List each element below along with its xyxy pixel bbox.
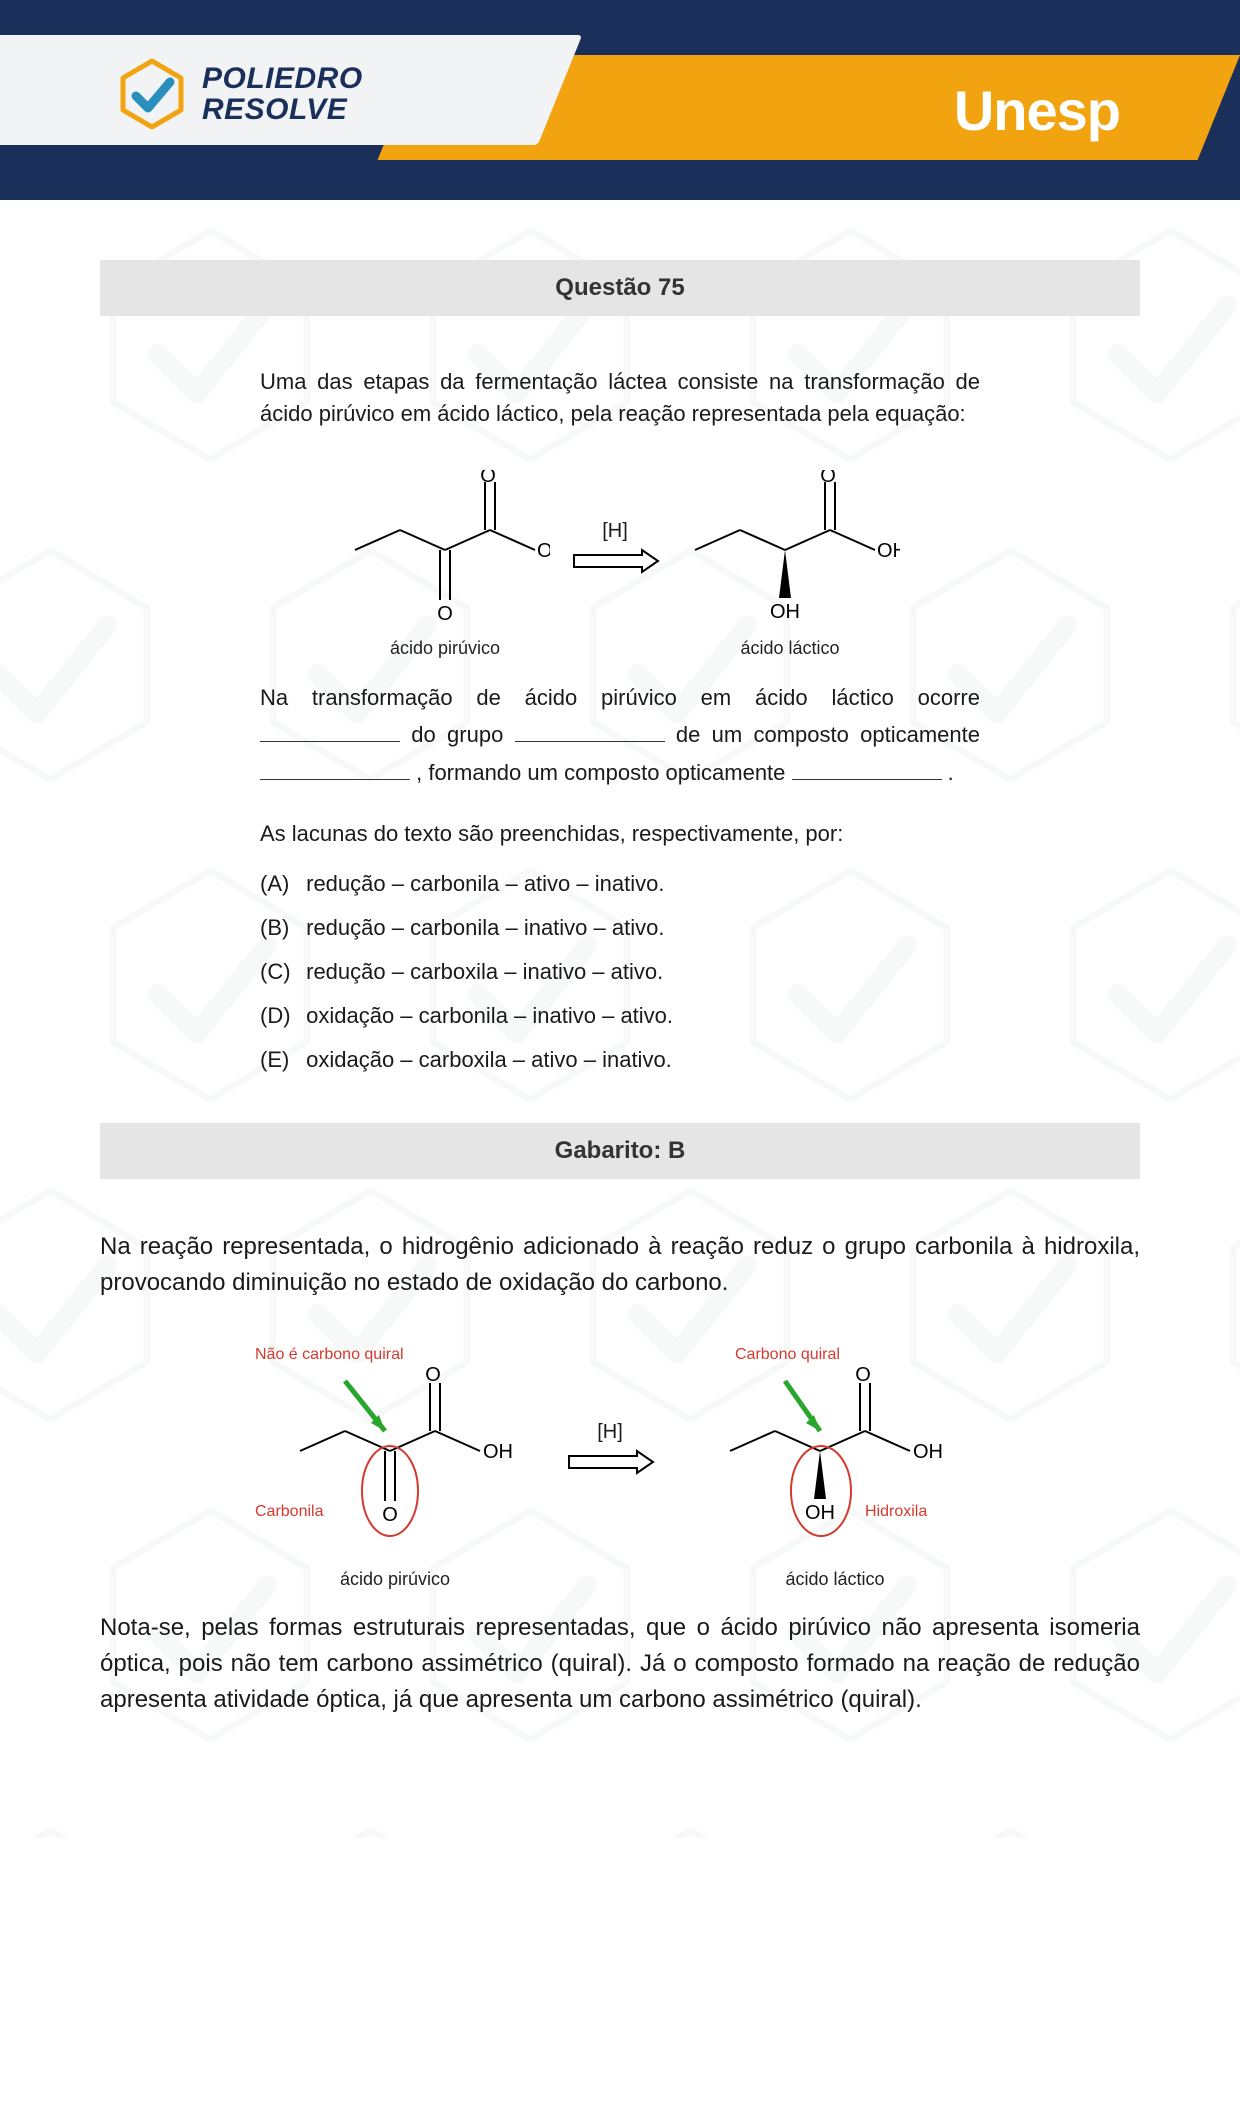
question-fill: Na transformação de ácido pirúvico em ác…: [260, 679, 980, 791]
svg-text:O: O: [382, 1504, 398, 1526]
mol-pyruvic-1-label: ácido pirúvico: [340, 638, 550, 659]
option-c-letter: (C): [260, 959, 300, 985]
svg-text:O: O: [855, 1364, 871, 1386]
answer-title: Gabarito: B: [100, 1123, 1140, 1179]
blank-4: [792, 760, 942, 780]
option-a-text: redução – carbonila – ativo – inativo.: [306, 871, 664, 896]
svg-text:OH: OH: [877, 540, 900, 562]
ann-left-top: Não é carbono quiral: [255, 1346, 404, 1363]
svg-text:OH: OH: [913, 1441, 943, 1463]
options-list: (A) redução – carbonila – ativo – inativ…: [260, 871, 980, 1073]
reaction-arrow-1-label: [H]: [602, 520, 628, 543]
logo-hex-icon: [120, 58, 184, 130]
svg-text:O: O: [425, 1364, 441, 1386]
mol-pyruvic-1: O O OH ácido pirúvico: [340, 470, 550, 659]
question-title: Questão 75: [100, 260, 1140, 316]
blank-3: [260, 760, 410, 780]
page: // tiny generator for hex+check watermar…: [0, 200, 1240, 1838]
svg-text:OH: OH: [537, 540, 550, 562]
mol-lactic-1-label: ácido láctico: [680, 638, 900, 659]
ann-right-top: Carbono quiral: [735, 1346, 840, 1363]
svg-text:OH: OH: [483, 1441, 513, 1463]
option-d-text: oxidação – carbonila – inativo – ativo.: [306, 1003, 673, 1028]
option-c-text: redução – carboxila – inativo – ativo.: [306, 959, 663, 984]
brand-text: POLIEDRO RESOLVE: [202, 63, 363, 126]
answer-para2: Nota-se, pelas formas estruturais repres…: [100, 1610, 1140, 1718]
fill-seg4: , formando um composto opticamente: [410, 760, 792, 785]
option-b: (B) redução – carbonila – inativo – ativ…: [260, 915, 980, 941]
option-e-letter: (E): [260, 1047, 300, 1073]
exam-name: Unesp: [954, 78, 1120, 143]
option-e-text: oxidação – carboxila – ativo – inativo.: [306, 1047, 672, 1072]
svg-text:OH: OH: [770, 601, 800, 623]
ann-right-bottom: Hidroxila: [865, 1503, 927, 1520]
svg-text:O: O: [437, 603, 453, 625]
fill-seg1: Na transformação de ácido pirúvico em ác…: [260, 685, 980, 710]
option-d-letter: (D): [260, 1003, 300, 1029]
reaction-diagram-2: Não é carbono quiral: [170, 1341, 1070, 1590]
fill-seg2: do grupo: [400, 722, 515, 747]
option-d: (D) oxidação – carbonila – inativo – ati…: [260, 1003, 980, 1029]
reaction-diagram-1: O O OH ácido pirúvico [H]: [260, 470, 980, 659]
mol-lactic-2: Carbono quiral O OH OH: [675, 1341, 995, 1590]
blank-1: [260, 722, 400, 742]
svg-text:OH: OH: [805, 1502, 835, 1524]
header: POLIEDRO RESOLVE Unesp: [0, 0, 1240, 200]
option-b-letter: (B): [260, 915, 300, 941]
ann-left-bottom: Carbonila: [255, 1503, 324, 1520]
fill-seg3: de um composto opticamente: [665, 722, 980, 747]
question-prompt: As lacunas do texto são preenchidas, res…: [260, 821, 980, 847]
option-a-letter: (A): [260, 871, 300, 897]
mol-lactic-2-label: ácido láctico: [675, 1569, 995, 1590]
question-intro: Uma das etapas da fermentação láctea con…: [260, 366, 980, 430]
svg-text:O: O: [820, 470, 836, 487]
mol-pyruvic-2: Não é carbono quiral: [245, 1341, 545, 1590]
brand-line2: RESOLVE: [202, 94, 363, 126]
mol-pyruvic-2-label: ácido pirúvico: [245, 1569, 545, 1590]
option-a: (A) redução – carbonila – ativo – inativ…: [260, 871, 980, 897]
reaction-arrow-2: [H]: [565, 1341, 655, 1476]
logo: POLIEDRO RESOLVE: [120, 58, 363, 130]
fill-seg5: .: [942, 760, 954, 785]
mol-lactic-1: O OH OH ácido láctico: [680, 470, 900, 659]
option-b-text: redução – carbonila – inativo – ativo.: [306, 915, 664, 940]
svg-text:O: O: [480, 470, 496, 487]
option-e: (E) oxidação – carboxila – ativo – inati…: [260, 1047, 980, 1073]
reaction-arrow-2-label: [H]: [597, 1421, 623, 1444]
reaction-arrow-1: [H]: [570, 470, 660, 575]
blank-2: [515, 722, 665, 742]
option-c: (C) redução – carboxila – inativo – ativ…: [260, 959, 980, 985]
brand-line1: POLIEDRO: [202, 63, 363, 95]
answer-para1: Na reação representada, o hidrogênio adi…: [100, 1229, 1140, 1301]
